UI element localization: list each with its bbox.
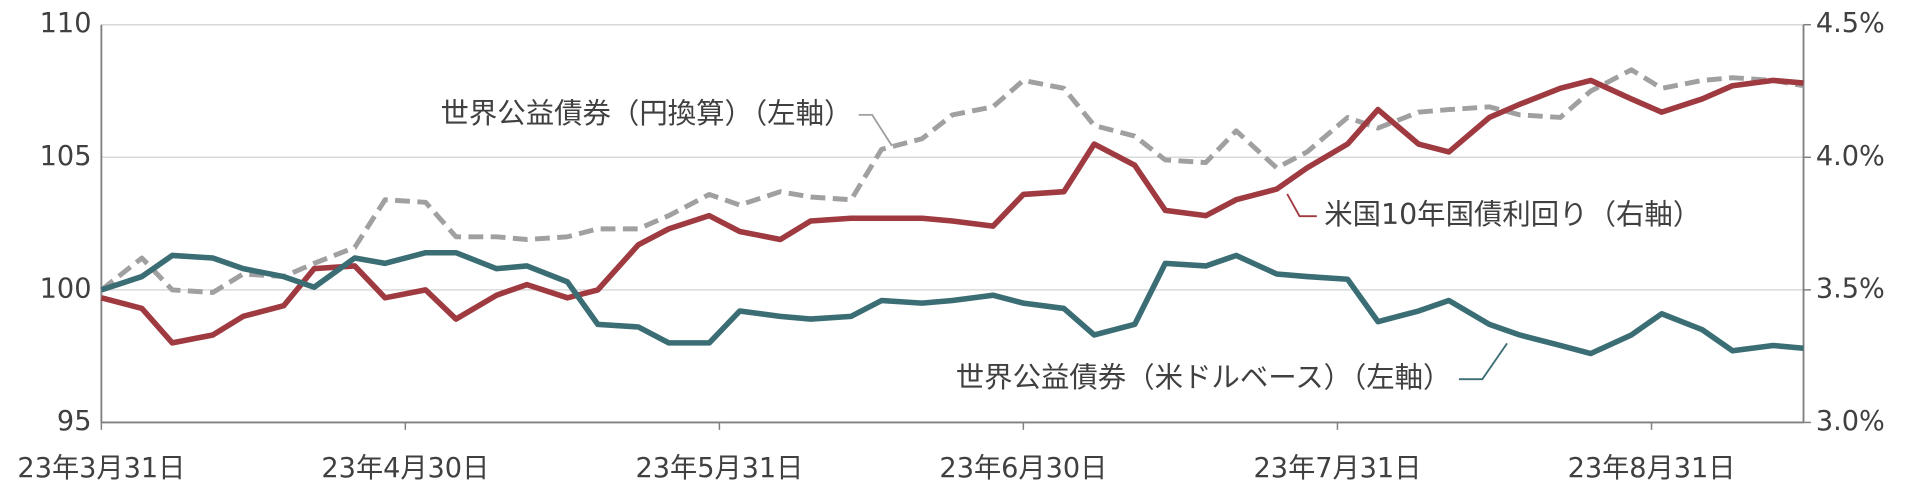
leader-line — [1458, 342, 1508, 381]
x-tick-label: 23年7月31日 — [1254, 453, 1422, 484]
x-tick-label: 23年5月31日 — [635, 453, 803, 484]
y2-tick-label: 4.0% — [1816, 141, 1885, 172]
y2-tick-label: 4.5% — [1816, 8, 1885, 39]
x-tick-label: 23年4月30日 — [321, 453, 489, 484]
series-line — [99, 67, 1804, 295]
y-tick-label: 100 — [40, 273, 92, 304]
series-label: 世界公益債券（円換算）（左軸） — [440, 97, 852, 130]
x-tick-label: 23年3月31日 — [17, 453, 185, 484]
series-line — [100, 249, 1804, 357]
y2-tick-label: 3.5% — [1816, 273, 1885, 304]
series-label: 世界公益債券（米ドルベース）（左軸） — [956, 361, 1452, 394]
y-tick-label: 110 — [40, 8, 92, 39]
x-tick-label: 23年6月30日 — [939, 453, 1107, 484]
leader-line — [1286, 193, 1317, 218]
series-label: 米国10年国債利回り（右軸） — [1324, 198, 1701, 231]
x-tick-label: 23年8月31日 — [1568, 453, 1736, 484]
series-line — [100, 77, 1804, 346]
y-tick-label: 105 — [40, 141, 92, 172]
leader-line — [858, 113, 893, 147]
y2-tick-label: 3.0% — [1816, 406, 1885, 437]
y-tick-label: 95 — [57, 406, 92, 437]
